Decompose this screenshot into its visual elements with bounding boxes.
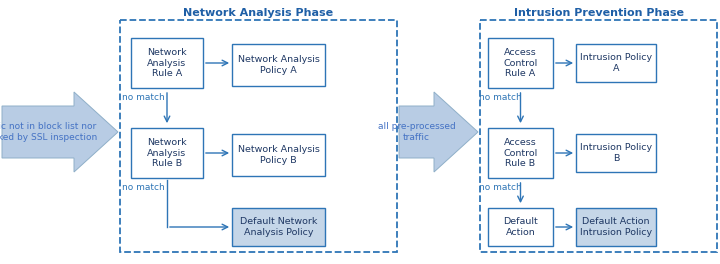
Bar: [480, 20, 717, 252]
Bar: [120, 20, 397, 252]
Text: Network Analysis
Policy A: Network Analysis Policy A: [238, 55, 320, 75]
Text: Network Analysis Phase: Network Analysis Phase: [184, 8, 333, 18]
Bar: [131, 38, 203, 88]
Bar: [232, 208, 325, 246]
Text: no match: no match: [479, 93, 522, 102]
Bar: [232, 44, 325, 86]
Text: Network
Analysis
Rule A: Network Analysis Rule A: [147, 48, 186, 78]
Bar: [232, 134, 325, 176]
Text: no match: no match: [122, 183, 164, 192]
Text: Default
Action: Default Action: [503, 217, 538, 237]
Polygon shape: [399, 92, 478, 172]
Text: Intrusion Prevention Phase: Intrusion Prevention Phase: [513, 8, 683, 18]
Text: no match: no match: [122, 93, 164, 102]
Text: traffic not in block list nor
blocked by SSL inspection: traffic not in block list nor blocked by…: [0, 122, 97, 142]
Text: Intrusion Policy
B: Intrusion Policy B: [580, 143, 652, 163]
Text: Intrusion Policy
A: Intrusion Policy A: [580, 53, 652, 73]
Bar: [576, 44, 656, 82]
Text: Network
Analysis
Rule B: Network Analysis Rule B: [147, 138, 186, 168]
Text: Access
Control
Rule A: Access Control Rule A: [503, 48, 538, 78]
Bar: [488, 208, 553, 246]
Bar: [576, 208, 656, 246]
Bar: [576, 134, 656, 172]
Text: Default Action
Intrusion Policy: Default Action Intrusion Policy: [580, 217, 652, 237]
Text: Network Analysis
Policy B: Network Analysis Policy B: [238, 145, 320, 165]
Text: all pre-processed
traffic: all pre-processed traffic: [377, 122, 455, 142]
Bar: [488, 38, 553, 88]
Text: no match: no match: [479, 183, 522, 192]
Polygon shape: [2, 92, 118, 172]
Bar: [488, 128, 553, 178]
Text: Access
Control
Rule B: Access Control Rule B: [503, 138, 538, 168]
Text: Default Network
Analysis Policy: Default Network Analysis Policy: [240, 217, 318, 237]
Bar: [131, 128, 203, 178]
